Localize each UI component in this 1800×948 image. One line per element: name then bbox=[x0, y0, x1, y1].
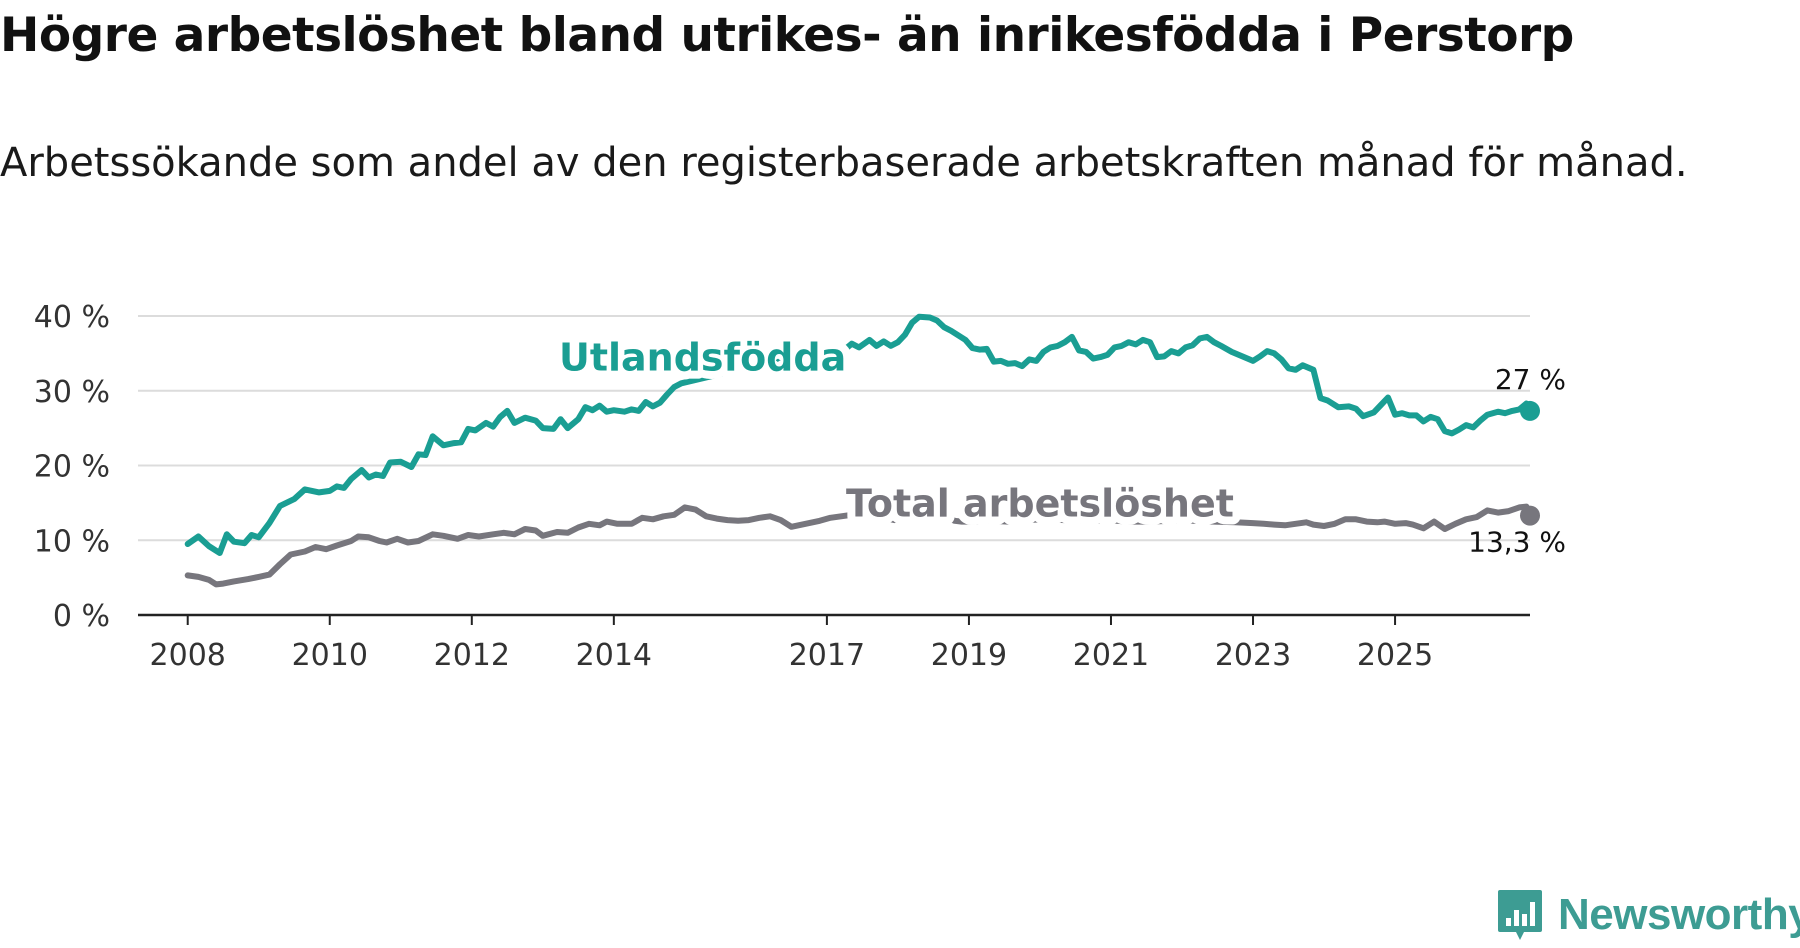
chart-title: Högre arbetslöshet bland utrikes- än inr… bbox=[0, 8, 1574, 63]
newsworthy-logo: Newsworthy bbox=[1496, 888, 1800, 942]
y-tick-label: 0 % bbox=[53, 599, 110, 634]
x-tick-label: 2017 bbox=[789, 638, 865, 673]
end-point-utlandsf-dda bbox=[1520, 400, 1540, 421]
x-tick-label: 2019 bbox=[931, 638, 1007, 673]
x-tick-label: 2021 bbox=[1073, 638, 1149, 673]
x-tick-label: 2012 bbox=[434, 638, 510, 673]
series-lines bbox=[184, 313, 1540, 588]
chart-subtitle: Arbetssökande som andel av den registerb… bbox=[0, 140, 1688, 186]
x-tick-label: 2023 bbox=[1215, 638, 1291, 673]
series-label-halo: Utlandsfödda bbox=[559, 336, 846, 380]
series-label-halo: Total arbetslöshet bbox=[846, 481, 1234, 525]
x-tick-label: 2014 bbox=[576, 638, 652, 673]
series-label-total-arbetsl-shet: Total arbetslöshet bbox=[846, 481, 1234, 525]
x-tick-label: 2025 bbox=[1357, 638, 1433, 673]
x-axis-ticks: 2008 2010 2012 2014 2017 2019 2021 2023 2025 bbox=[150, 615, 1433, 673]
end-point-total-arbetsl-shet bbox=[1520, 505, 1540, 526]
series-label-utlandsf-dda: Utlandsfödda bbox=[559, 336, 846, 380]
y-axis-tick-labels: 0 % 10 % 20 % 30 % 40 % bbox=[34, 300, 110, 634]
brand-name: Newsworthy bbox=[1558, 890, 1800, 939]
y-tick-label: 10 % bbox=[34, 524, 110, 559]
line-chart: 0 % 10 % 20 % 30 % 40 % 2008 2010 2012 2014 2017… bbox=[34, 300, 1566, 673]
y-tick-label: 20 % bbox=[34, 450, 110, 485]
series-line-total-arbetsl-shet bbox=[184, 503, 1533, 588]
x-tick-label: 2008 bbox=[150, 638, 226, 673]
y-tick-label: 40 % bbox=[34, 300, 110, 335]
series-line-utlandsf-dda bbox=[184, 313, 1533, 556]
bar-chart-icon bbox=[1498, 890, 1542, 940]
end-label-total-arbetsl-shet: 13,3 % bbox=[1468, 526, 1566, 559]
y-tick-label: 30 % bbox=[34, 375, 110, 410]
end-label-utlandsf-dda: 27 % bbox=[1495, 363, 1566, 396]
x-tick-label: 2010 bbox=[292, 638, 368, 673]
